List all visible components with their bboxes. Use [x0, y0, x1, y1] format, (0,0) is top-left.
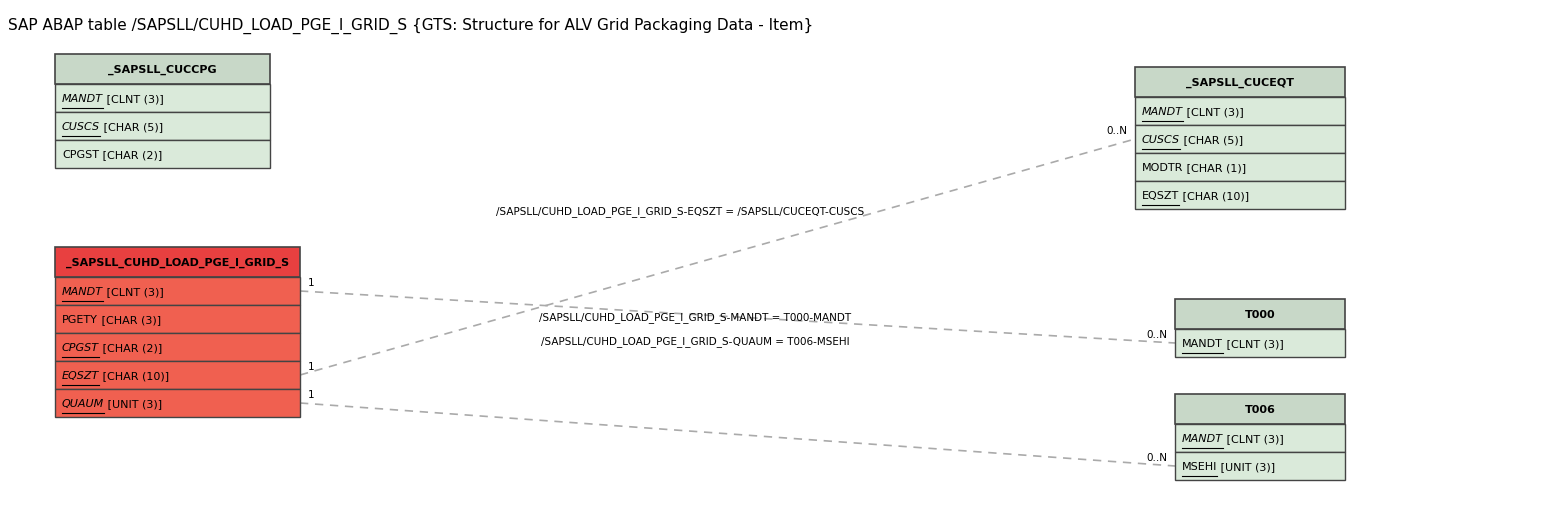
Text: _SAPSLL_CUCCPG: _SAPSLL_CUCCPG — [108, 65, 217, 75]
Text: MANDT: MANDT — [62, 287, 104, 296]
Text: 1: 1 — [308, 277, 314, 288]
Text: /SAPSLL/CUHD_LOAD_PGE_I_GRID_S-QUAUM = T006-MSEHI: /SAPSLL/CUHD_LOAD_PGE_I_GRID_S-QUAUM = T… — [540, 336, 850, 347]
Text: [CLNT (3)]: [CLNT (3)] — [1183, 107, 1243, 117]
Text: MANDT: MANDT — [1183, 433, 1223, 443]
Text: [CLNT (3)]: [CLNT (3)] — [1223, 338, 1283, 348]
Bar — [1175, 452, 1345, 480]
Text: 0..N: 0..N — [1146, 329, 1167, 340]
Text: EQSZT: EQSZT — [62, 370, 99, 380]
Text: [CLNT (3)]: [CLNT (3)] — [104, 94, 164, 104]
Bar — [56, 55, 269, 85]
Bar — [56, 113, 269, 140]
Bar — [1175, 424, 1345, 452]
Text: EQSZT: EQSZT — [1142, 191, 1180, 201]
Text: [CHAR (2)]: [CHAR (2)] — [99, 150, 163, 160]
Text: [CHAR (2)]: [CHAR (2)] — [99, 343, 163, 352]
Text: QUAUM: QUAUM — [62, 398, 104, 408]
Text: CPGST: CPGST — [62, 343, 99, 352]
Text: [CHAR (1)]: [CHAR (1)] — [1183, 163, 1246, 173]
Bar — [1135, 126, 1345, 154]
Text: PGETY: PGETY — [62, 315, 98, 324]
Text: [CLNT (3)]: [CLNT (3)] — [1223, 433, 1283, 443]
Text: /SAPSLL/CUHD_LOAD_PGE_I_GRID_S-EQSZT = /SAPSLL/CUCEQT-CUSCS: /SAPSLL/CUHD_LOAD_PGE_I_GRID_S-EQSZT = /… — [495, 206, 864, 217]
Bar — [1135, 182, 1345, 210]
Bar — [56, 277, 300, 305]
Text: CUSCS: CUSCS — [1142, 135, 1180, 145]
Bar — [56, 389, 300, 417]
Text: [UNIT (3)]: [UNIT (3)] — [104, 398, 163, 408]
Text: T000: T000 — [1245, 309, 1276, 319]
Text: MANDT: MANDT — [1142, 107, 1183, 117]
Text: 0..N: 0..N — [1105, 126, 1127, 136]
Text: 1: 1 — [308, 389, 314, 399]
Text: [CLNT (3)]: [CLNT (3)] — [104, 287, 164, 296]
Bar — [1135, 98, 1345, 126]
Text: _SAPSLL_CUCEQT: _SAPSLL_CUCEQT — [1186, 78, 1294, 88]
Bar — [1175, 299, 1345, 329]
Text: MANDT: MANDT — [62, 94, 104, 104]
Text: 1: 1 — [308, 361, 314, 371]
Text: CPGST: CPGST — [62, 150, 99, 160]
Bar — [56, 85, 269, 113]
Bar — [56, 140, 269, 168]
Text: [CHAR (5)]: [CHAR (5)] — [101, 122, 163, 132]
Text: /SAPSLL/CUHD_LOAD_PGE_I_GRID_S-MANDT = T000-MANDT: /SAPSLL/CUHD_LOAD_PGE_I_GRID_S-MANDT = T… — [539, 312, 851, 323]
Text: [CHAR (10)]: [CHAR (10)] — [99, 370, 169, 380]
Text: [UNIT (3)]: [UNIT (3)] — [1217, 461, 1276, 471]
Text: [CHAR (5)]: [CHAR (5)] — [1180, 135, 1243, 145]
Bar — [56, 247, 300, 277]
Text: [CHAR (10)]: [CHAR (10)] — [1180, 191, 1249, 201]
Bar — [1175, 394, 1345, 424]
Text: T006: T006 — [1245, 404, 1276, 414]
Text: MODTR: MODTR — [1142, 163, 1183, 173]
Text: _SAPSLL_CUHD_LOAD_PGE_I_GRID_S: _SAPSLL_CUHD_LOAD_PGE_I_GRID_S — [67, 258, 289, 268]
Bar — [56, 333, 300, 361]
Text: MSEHI: MSEHI — [1183, 461, 1217, 471]
Bar — [1135, 68, 1345, 98]
Text: SAP ABAP table /SAPSLL/CUHD_LOAD_PGE_I_GRID_S {GTS: Structure for ALV Grid Packa: SAP ABAP table /SAPSLL/CUHD_LOAD_PGE_I_G… — [8, 18, 813, 34]
Bar — [1175, 329, 1345, 357]
Text: MANDT: MANDT — [1183, 338, 1223, 348]
Text: 0..N: 0..N — [1146, 452, 1167, 462]
Text: [CHAR (3)]: [CHAR (3)] — [98, 315, 161, 324]
Bar — [56, 305, 300, 333]
Text: CUSCS: CUSCS — [62, 122, 101, 132]
Bar — [1135, 154, 1345, 182]
Bar — [56, 361, 300, 389]
